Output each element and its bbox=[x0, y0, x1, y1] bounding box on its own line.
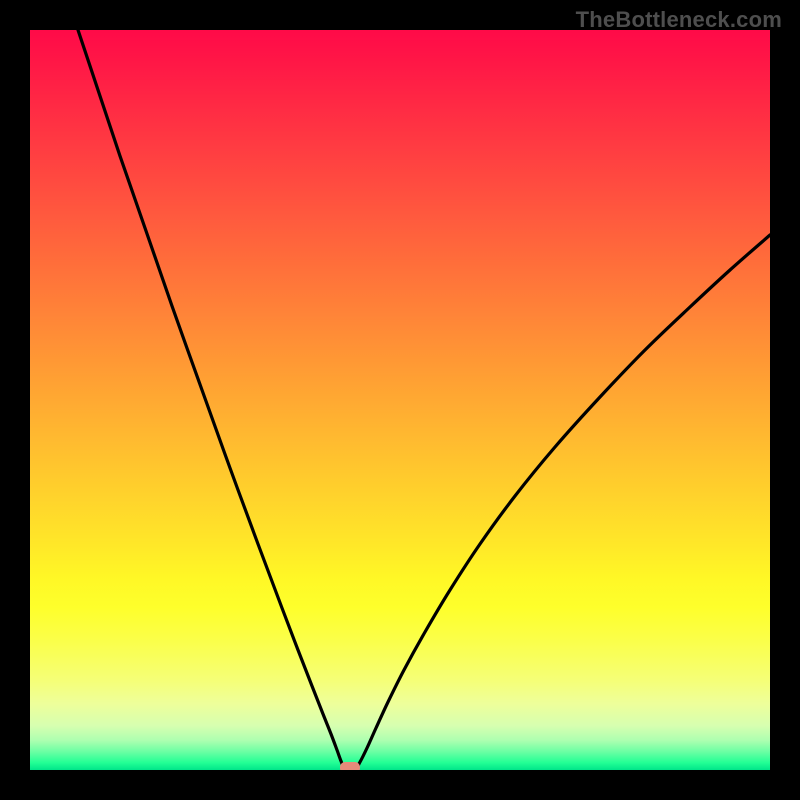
watermark-text: TheBottleneck.com bbox=[576, 7, 782, 33]
plot-area bbox=[30, 30, 770, 770]
bottleneck-curve bbox=[30, 30, 770, 770]
minimum-marker bbox=[340, 762, 360, 771]
